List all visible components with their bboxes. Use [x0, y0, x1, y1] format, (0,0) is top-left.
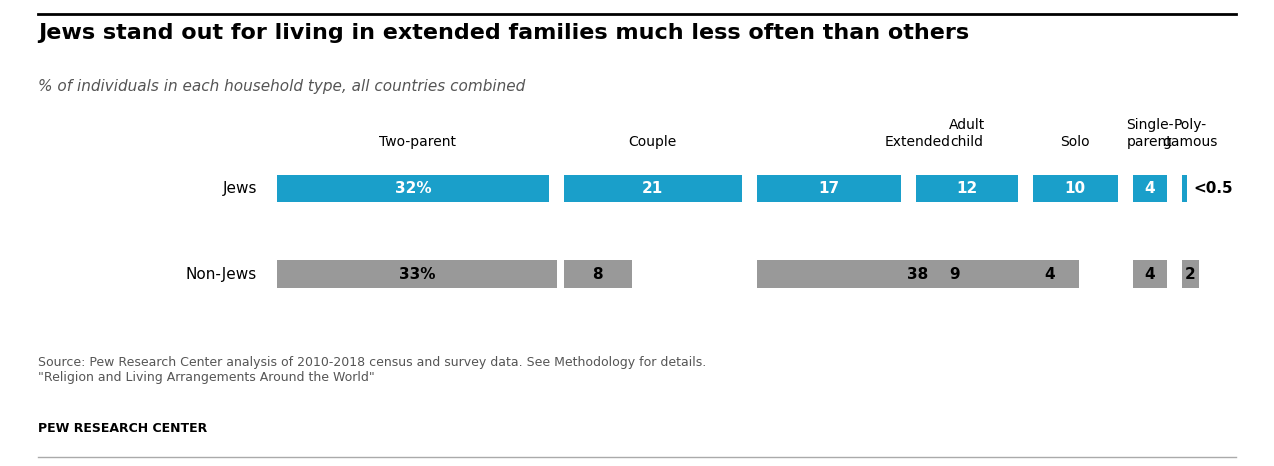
Text: Two-parent: Two-parent: [378, 135, 456, 149]
Text: 32%: 32%: [395, 181, 431, 196]
Bar: [916, 260, 992, 288]
Text: <0.5: <0.5: [1194, 181, 1233, 196]
Bar: [1133, 260, 1167, 288]
Bar: [1033, 175, 1117, 202]
Text: Solo: Solo: [1060, 135, 1091, 149]
Text: Jews: Jews: [223, 181, 257, 196]
Text: 12: 12: [957, 181, 977, 196]
Text: 38: 38: [907, 267, 929, 281]
Bar: [278, 175, 549, 202]
Text: 9: 9: [949, 267, 959, 281]
Bar: [1181, 175, 1186, 202]
Text: 2: 2: [1185, 267, 1195, 281]
Bar: [757, 175, 901, 202]
Bar: [757, 260, 1079, 288]
Text: Extended: Extended: [885, 135, 952, 149]
Bar: [563, 175, 741, 202]
Text: Single-
parent: Single- parent: [1126, 118, 1173, 149]
Text: Source: Pew Research Center analysis of 2010-2018 census and survey data. See Me: Source: Pew Research Center analysis of …: [38, 356, 707, 384]
Bar: [1181, 260, 1199, 288]
Text: 10: 10: [1065, 181, 1085, 196]
Text: Poly-
gamous: Poly- gamous: [1162, 118, 1218, 149]
Text: % of individuals in each household type, all countries combined: % of individuals in each household type,…: [38, 79, 525, 94]
Text: Adult
child: Adult child: [949, 118, 985, 149]
Text: 33%: 33%: [399, 267, 436, 281]
Bar: [563, 260, 632, 288]
Text: PEW RESEARCH CENTER: PEW RESEARCH CENTER: [38, 422, 208, 435]
Bar: [1133, 175, 1167, 202]
Text: 4: 4: [1045, 267, 1055, 281]
Text: 17: 17: [818, 181, 840, 196]
Bar: [278, 260, 557, 288]
Text: 4: 4: [1144, 181, 1156, 196]
Text: Jews stand out for living in extended families much less often than others: Jews stand out for living in extended fa…: [38, 23, 970, 43]
Text: 21: 21: [642, 181, 664, 196]
Bar: [1033, 260, 1066, 288]
Bar: [916, 175, 1018, 202]
Text: Non-Jews: Non-Jews: [186, 267, 257, 281]
Text: 8: 8: [592, 267, 603, 281]
Text: Couple: Couple: [628, 135, 676, 149]
Text: 4: 4: [1144, 267, 1156, 281]
